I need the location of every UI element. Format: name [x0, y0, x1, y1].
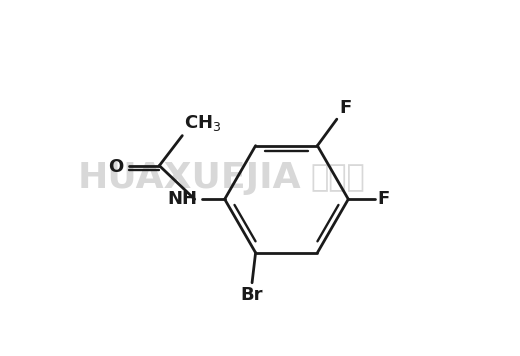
Text: 化学帮: 化学帮 — [310, 163, 365, 193]
Text: F: F — [340, 99, 352, 117]
Text: Br: Br — [241, 286, 263, 304]
Text: O: O — [108, 158, 123, 177]
Text: CH$_3$: CH$_3$ — [184, 113, 222, 133]
Text: HUAXUEJIA: HUAXUEJIA — [77, 161, 301, 195]
Text: NH: NH — [167, 190, 198, 208]
Text: F: F — [378, 190, 390, 208]
